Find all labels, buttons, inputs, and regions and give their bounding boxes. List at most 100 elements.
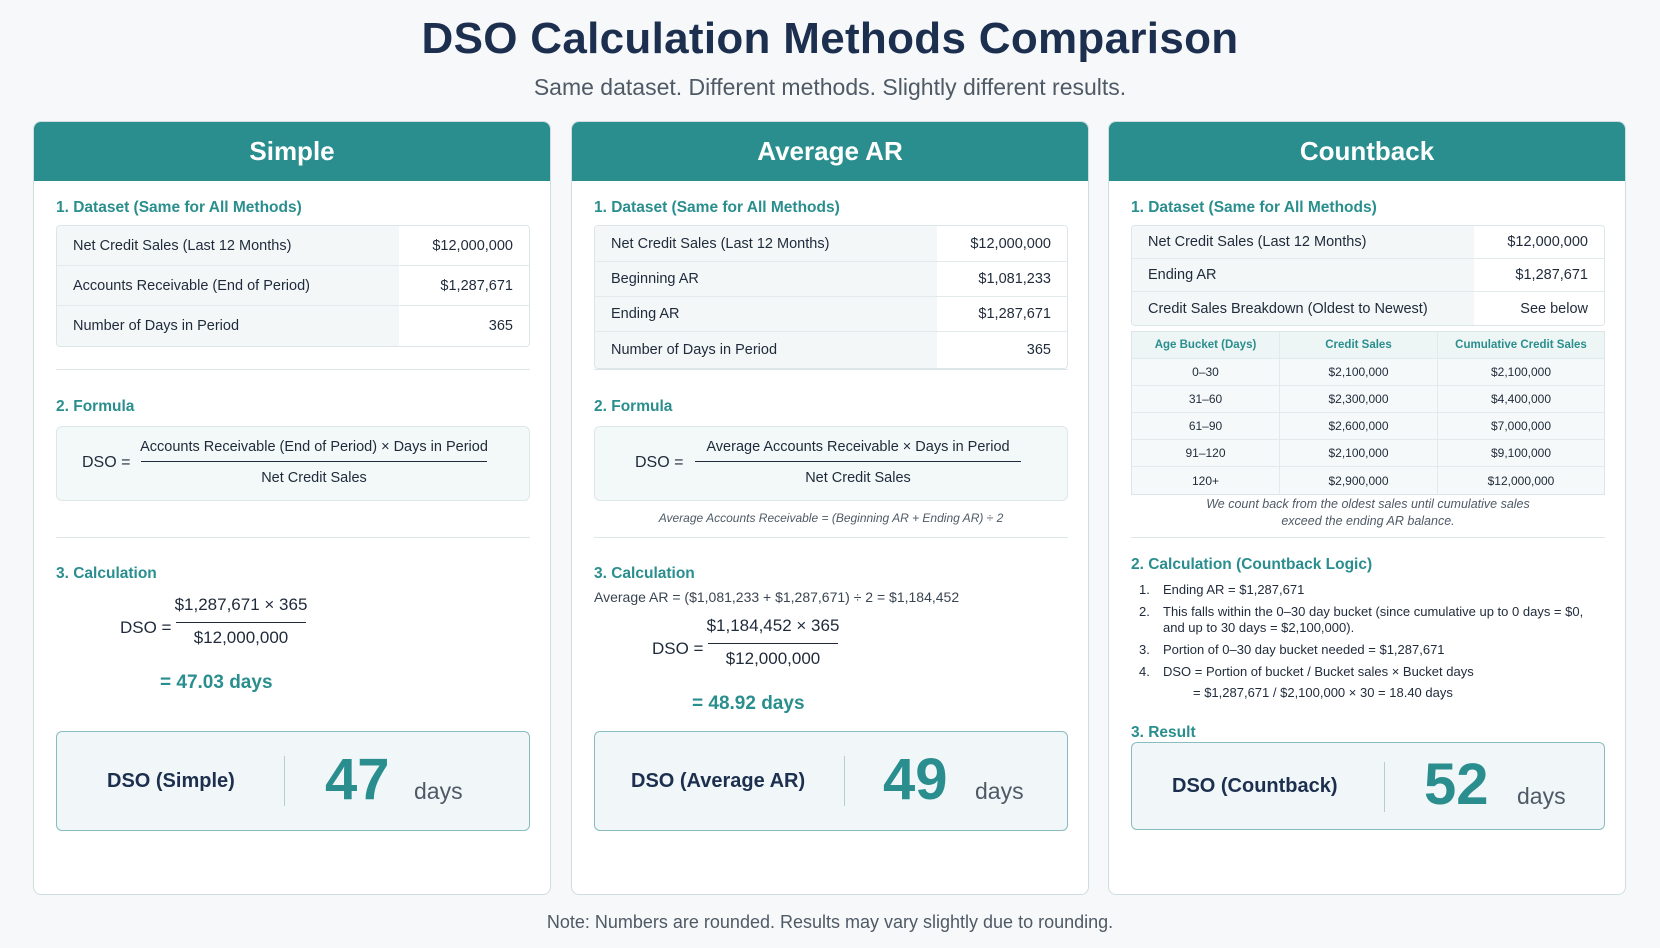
row-label: Number of Days in Period	[595, 332, 937, 368]
step-text: Ending AR = $1,287,671	[1163, 582, 1305, 597]
calc-result: = 47.03 days	[160, 672, 273, 693]
row-value: $12,000,000	[937, 226, 1067, 261]
row-label: Net Credit Sales (Last 12 Months)	[595, 226, 937, 261]
bucket-cell: $2,600,000	[1280, 413, 1438, 439]
row-value: $1,287,671	[1474, 259, 1604, 291]
table-row: Accounts Receivable (End of Period) $1,2…	[57, 266, 529, 306]
column-header: Credit Sales	[1280, 332, 1438, 358]
step-number: 2.	[1139, 604, 1150, 619]
row-label: Net Credit Sales (Last 12 Months)	[1132, 226, 1474, 258]
bucket-cell: $2,100,000	[1280, 440, 1438, 466]
table-row: 31–60 $2,300,000 $4,400,000	[1132, 386, 1604, 413]
card-header: Countback	[1109, 122, 1625, 181]
step-text: DSO = Portion of bucket / Bucket sales ×…	[1163, 664, 1474, 679]
formula-box: DSO = Accounts Receivable (End of Period…	[56, 426, 530, 501]
simple-method-card: Simple 1. Dataset (Same for All Methods)…	[33, 121, 551, 895]
fraction-line	[141, 461, 487, 462]
row-value: $1,287,671	[399, 266, 529, 305]
bucket-note-line-1: We count back from the oldest sales unti…	[1206, 497, 1530, 511]
result-separator	[1384, 762, 1385, 812]
page-subtitle: Same dataset. Different methods. Slightl…	[533, 74, 1127, 100]
bucket-cell: $9,100,000	[1438, 440, 1604, 466]
row-label: Credit Sales Breakdown (Oldest to Newest…	[1132, 292, 1474, 325]
table-row: Ending AR $1,287,671	[1132, 259, 1604, 292]
formula-lhs: DSO =	[635, 454, 684, 471]
result-value: 52	[1424, 752, 1489, 817]
dataset-table: Net Credit Sales (Last 12 Months) $12,00…	[1131, 225, 1605, 326]
table-row: Ending AR $1,287,671	[595, 297, 1067, 332]
formula-note: Average Accounts Receivable = (Beginning…	[658, 511, 1004, 525]
result-label: DSO (Countback)	[1172, 775, 1338, 797]
formula-heading: 2. Formula	[56, 398, 135, 415]
result-unit: days	[414, 778, 463, 804]
result-label: DSO (Average AR)	[631, 770, 806, 792]
bucket-note-line-2: exceed the ending AR balance.	[1281, 514, 1455, 528]
result-unit: days	[975, 778, 1024, 804]
footer-note: Note: Numbers are rounded. Results may v…	[546, 912, 1114, 932]
calculation-heading: 3. Calculation	[594, 565, 695, 582]
row-value: $1,287,671	[937, 297, 1067, 331]
calculation-heading: 3. Calculation	[56, 565, 157, 582]
card-header: Average AR	[572, 122, 1088, 181]
row-label: Accounts Receivable (End of Period)	[57, 266, 399, 305]
bucket-cell: $2,900,000	[1280, 467, 1438, 494]
formula-box: DSO = Average Accounts Receivable × Days…	[594, 426, 1068, 501]
row-label: Ending AR	[1132, 259, 1474, 291]
table-row: Net Credit Sales (Last 12 Months) $12,00…	[1132, 226, 1604, 259]
bucket-cell: $2,100,000	[1280, 359, 1438, 385]
calc-denominator: $12,000,000	[193, 628, 289, 647]
table-row: 61–90 $2,600,000 $7,000,000	[1132, 413, 1604, 440]
bucket-cell: 0–30	[1132, 359, 1280, 385]
step-number: 1.	[1139, 582, 1150, 597]
calc-lhs: DSO =	[120, 618, 172, 637]
divider	[1131, 537, 1605, 538]
row-value: 365	[937, 332, 1067, 368]
bucket-cell: $7,000,000	[1438, 413, 1604, 439]
bucket-table: Age Bucket (Days) Credit Sales Cumulativ…	[1131, 331, 1605, 495]
row-value: 365	[399, 306, 529, 346]
average-ar-calc: Average AR = ($1,081,233 + $1,287,671) ÷…	[594, 589, 960, 605]
step-number: 3.	[1139, 642, 1150, 657]
result-box: DSO (Average AR) 49 days	[594, 731, 1068, 831]
result-label: DSO (Simple)	[107, 770, 235, 792]
column-header: Age Bucket (Days)	[1132, 332, 1280, 358]
dataset-heading: 1. Dataset (Same for All Methods)	[1131, 199, 1377, 216]
calc-result: = 48.92 days	[692, 693, 805, 714]
divider	[594, 369, 1068, 370]
bucket-cell: 61–90	[1132, 413, 1280, 439]
row-value: See below	[1474, 292, 1604, 325]
fraction-line	[708, 643, 838, 644]
card-header: Simple	[34, 122, 550, 181]
step-text-cont: and up to 30 days = $2,100,000).	[1163, 620, 1355, 635]
fraction-line	[695, 461, 1021, 462]
result-heading: 3. Result	[1131, 724, 1196, 741]
calc-numerator: $1,184,452 × 365	[706, 616, 840, 635]
result-box: DSO (Countback) 52 days	[1131, 742, 1605, 830]
bucket-cell: $12,000,000	[1438, 467, 1604, 494]
average-ar-method-card: Average AR 1. Dataset (Same for All Meth…	[571, 121, 1089, 895]
row-value: $12,000,000	[1474, 226, 1604, 258]
calc-denominator: $12,000,000	[725, 649, 821, 668]
result-separator	[284, 756, 285, 806]
dataset-heading: 1. Dataset (Same for All Methods)	[56, 199, 302, 216]
formula-heading: 2. Formula	[594, 398, 673, 415]
formula-numerator: Accounts Receivable (End of Period) × Da…	[140, 439, 488, 455]
row-label: Ending AR	[595, 297, 937, 331]
result-value: 47	[325, 747, 390, 812]
row-label: Number of Days in Period	[57, 306, 399, 346]
calculation-heading: 2. Calculation (Countback Logic)	[1131, 556, 1373, 573]
formula-denominator: Net Credit Sales	[261, 470, 367, 486]
table-row: 120+ $2,900,000 $12,000,000	[1132, 467, 1604, 494]
row-label: Net Credit Sales (Last 12 Months)	[57, 226, 399, 265]
table-row: Number of Days in Period 365	[595, 332, 1067, 368]
formula-denominator: Net Credit Sales	[805, 470, 911, 486]
formula-lhs: DSO =	[82, 454, 131, 471]
calc-lhs: DSO =	[652, 639, 704, 658]
page-title: DSO Calculation Methods Comparison	[421, 14, 1239, 63]
bucket-cell: $2,100,000	[1438, 359, 1604, 385]
row-value: $12,000,000	[399, 226, 529, 265]
table-row: 0–30 $2,100,000 $2,100,000	[1132, 359, 1604, 386]
row-label: Beginning AR	[595, 262, 937, 296]
bucket-header-row: Age Bucket (Days) Credit Sales Cumulativ…	[1132, 332, 1604, 359]
table-row: 91–120 $2,100,000 $9,100,000	[1132, 440, 1604, 467]
